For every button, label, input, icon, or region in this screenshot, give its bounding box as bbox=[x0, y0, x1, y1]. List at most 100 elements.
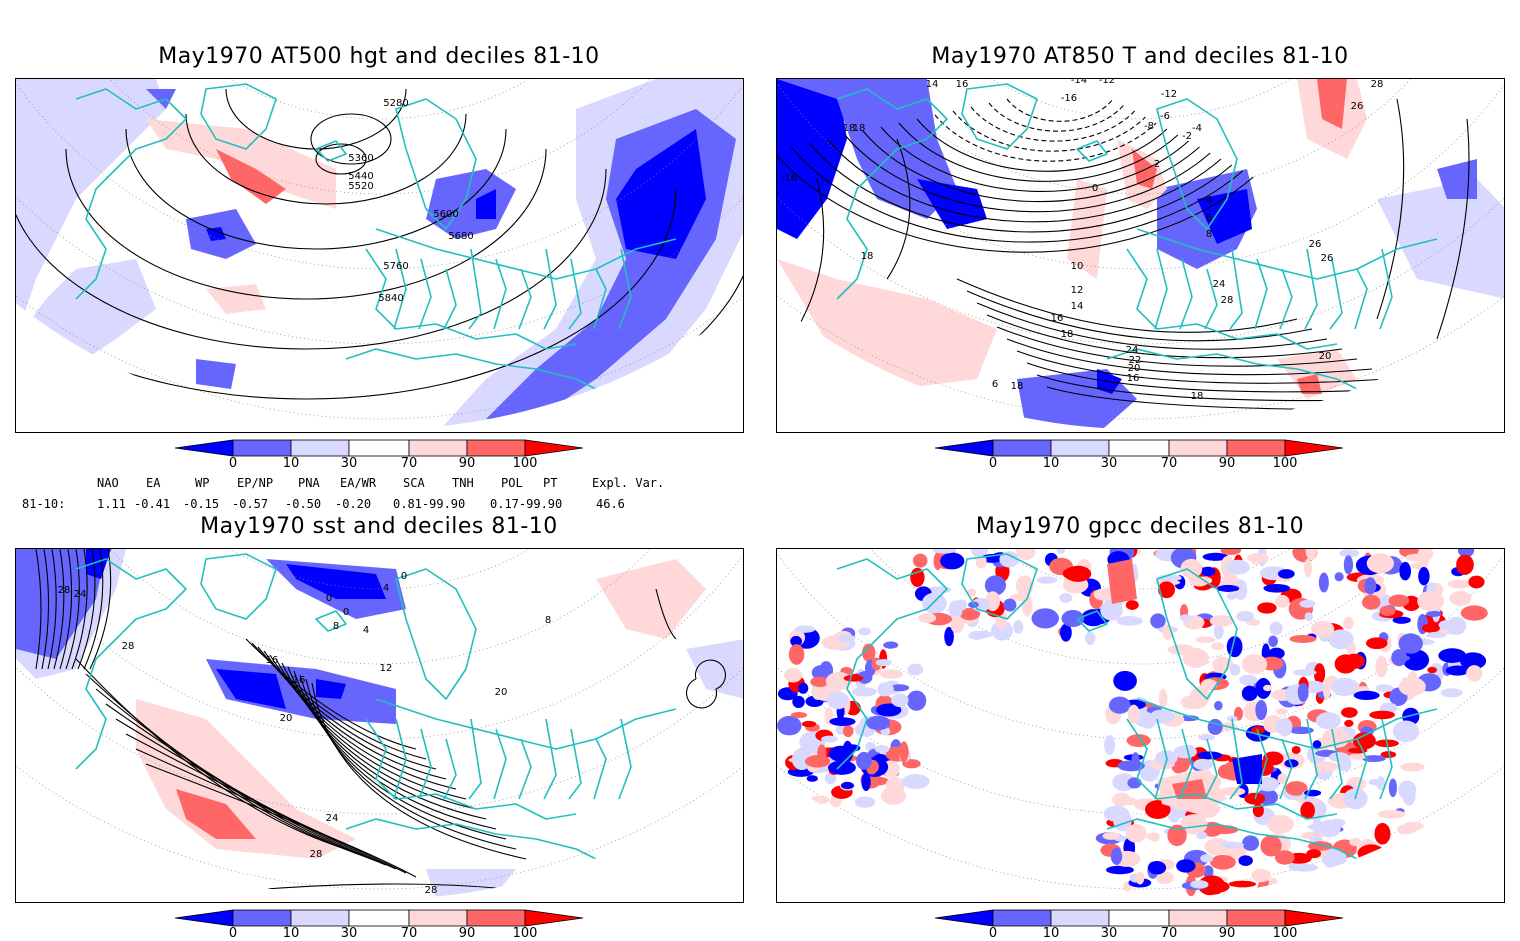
decile-cell bbox=[1104, 735, 1116, 756]
colorbar-sst: 0 10 30 70 90 100 bbox=[175, 908, 585, 941]
graticule bbox=[777, 79, 1504, 432]
latitude-circle bbox=[870, 549, 1412, 665]
contour-label: 8 bbox=[545, 615, 551, 626]
decile-cell bbox=[1275, 718, 1291, 735]
panel-title-gpcc: May1970 gpcc deciles 81-10 bbox=[975, 514, 1305, 539]
decile-area bbox=[476, 189, 496, 219]
decile-cell bbox=[1303, 558, 1313, 578]
idx-val-pna: -0.50 bbox=[285, 497, 322, 511]
colorbar-segment bbox=[992, 439, 1052, 457]
decile-area bbox=[216, 149, 286, 204]
contour-label: 2 bbox=[1154, 159, 1160, 170]
latitude-circle bbox=[16, 666, 743, 815]
t850-contour bbox=[952, 110, 1146, 152]
sst-contour bbox=[311, 682, 527, 860]
decile-cell bbox=[1366, 637, 1388, 650]
decile-cell bbox=[1197, 751, 1223, 760]
contour-label: 18 bbox=[1011, 381, 1024, 392]
decile-area bbox=[16, 79, 166, 339]
decile-cell bbox=[842, 724, 854, 738]
coastline bbox=[393, 718, 407, 800]
contour-label: 24 bbox=[74, 589, 87, 600]
decile-cell bbox=[1313, 663, 1326, 685]
sst-contour bbox=[145, 763, 417, 878]
decile-cell bbox=[1246, 553, 1269, 563]
idx-val-ea: -0.41 bbox=[134, 497, 171, 511]
idx-header-eawr: EA/WR bbox=[340, 476, 377, 490]
decile-cell bbox=[1460, 605, 1488, 621]
decile-cell bbox=[1150, 613, 1166, 629]
decile-cell bbox=[1106, 865, 1134, 875]
sst-contour bbox=[281, 662, 477, 810]
coastline bbox=[961, 553, 1038, 620]
coastline bbox=[1254, 728, 1268, 800]
decile-cell bbox=[1468, 575, 1485, 589]
decile-cell bbox=[856, 751, 872, 770]
decile-area bbox=[1437, 159, 1477, 199]
hgt-contour bbox=[185, 113, 467, 205]
decile-cell bbox=[1200, 566, 1216, 577]
colorbar-tick-label: 70 bbox=[400, 926, 418, 941]
decile-cell bbox=[1257, 602, 1277, 614]
decile-cell bbox=[1013, 619, 1024, 634]
sst-contour bbox=[59, 549, 73, 670]
decile-cell bbox=[1440, 688, 1463, 698]
decile-cell bbox=[821, 735, 838, 743]
idx-header-wp: WP bbox=[195, 476, 210, 490]
colorbar-segment bbox=[992, 909, 1052, 927]
t850-contour bbox=[898, 122, 1179, 182]
coastline bbox=[1154, 718, 1168, 800]
decile-cell bbox=[1334, 572, 1344, 582]
coastline bbox=[443, 268, 457, 330]
coastline bbox=[493, 258, 507, 330]
decile-cell bbox=[1180, 558, 1203, 579]
contour-label: -8 bbox=[1144, 121, 1154, 132]
coastline bbox=[75, 88, 187, 300]
decile-cell bbox=[1155, 870, 1174, 885]
decile-cell bbox=[1190, 686, 1211, 706]
contour-label: 24 bbox=[1126, 345, 1139, 356]
coastline bbox=[1279, 268, 1293, 330]
decile-cell bbox=[876, 703, 902, 717]
colorbar-tick-label: 10 bbox=[282, 926, 300, 941]
decile-cell bbox=[1348, 753, 1367, 760]
coastline bbox=[518, 268, 532, 330]
decile-cell bbox=[890, 684, 910, 692]
coastline bbox=[395, 568, 477, 700]
decile-cell bbox=[1305, 549, 1317, 561]
graticule bbox=[16, 549, 743, 902]
coastline bbox=[418, 728, 432, 800]
decile-cell bbox=[1438, 619, 1462, 631]
contour-label: 6 bbox=[1206, 213, 1212, 224]
coastline bbox=[961, 83, 1038, 150]
decile-cell bbox=[777, 715, 802, 736]
coastline bbox=[1106, 348, 1378, 400]
coastline bbox=[468, 248, 482, 330]
decile-cell bbox=[806, 775, 818, 782]
coastline bbox=[1329, 728, 1343, 800]
sst-contour bbox=[287, 666, 487, 820]
decile-cell bbox=[1304, 612, 1313, 622]
decile-cell bbox=[1398, 780, 1417, 800]
coastline bbox=[1354, 268, 1368, 330]
colorbar-segment bbox=[1226, 909, 1286, 927]
decile-cell bbox=[1167, 644, 1196, 656]
hemisphere-mask bbox=[16, 549, 743, 902]
decile-area bbox=[216, 669, 286, 709]
decile-cell bbox=[1297, 682, 1309, 702]
decile-cell bbox=[966, 588, 977, 597]
decile-cell bbox=[1379, 702, 1398, 714]
decile-cell bbox=[1127, 704, 1140, 724]
decile-cell bbox=[1200, 854, 1214, 863]
sst-contour bbox=[35, 549, 42, 670]
contour-label: 4 bbox=[363, 625, 369, 636]
colorbar-arrow-high bbox=[1284, 909, 1344, 927]
decile-area bbox=[1232, 754, 1262, 784]
coastline bbox=[1126, 718, 1338, 820]
decile-cell bbox=[1056, 549, 1066, 555]
sst-contour bbox=[655, 588, 677, 640]
decile-cell bbox=[784, 667, 803, 683]
coastline bbox=[1076, 140, 1108, 162]
coastline bbox=[315, 610, 347, 632]
